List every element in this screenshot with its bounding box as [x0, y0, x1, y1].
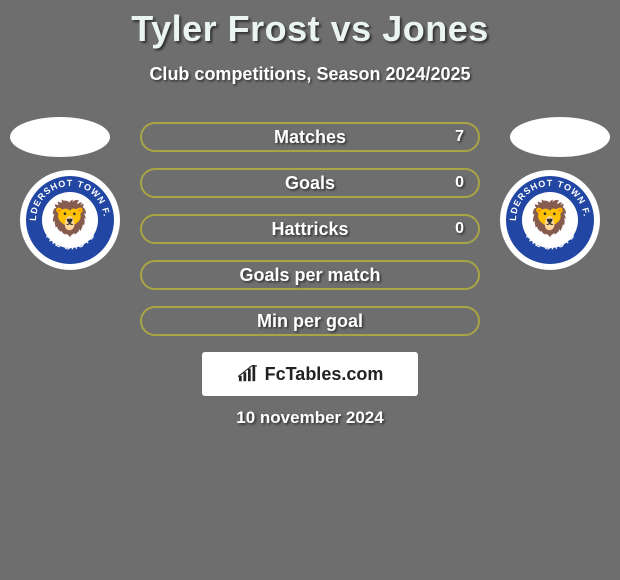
club-badge-left: ALDERSHOT TOWN F.C. THE SHOTS 🦁 [20, 170, 120, 270]
phoenix-icon: 🦁 [49, 202, 91, 236]
brand-box: FcTables.com [202, 352, 418, 396]
stat-row-min-per-goal: Min per goal [140, 306, 480, 336]
stat-value: 0 [455, 220, 464, 238]
stat-label: Goals per match [239, 265, 380, 286]
stat-label: Matches [274, 127, 346, 148]
stats-container: Matches 7 Goals 0 Hattricks 0 Goals per … [140, 122, 480, 352]
page-subtitle: Club competitions, Season 2024/2025 [0, 64, 620, 85]
page-title: Tyler Frost vs Jones [0, 0, 620, 50]
player-photo-left [10, 117, 110, 157]
stat-value: 0 [455, 174, 464, 192]
stat-label: Goals [285, 173, 335, 194]
stat-row-goals: Goals 0 [140, 168, 480, 198]
stat-label: Hattricks [271, 219, 348, 240]
stat-label: Min per goal [257, 311, 363, 332]
stat-row-hattricks: Hattricks 0 [140, 214, 480, 244]
stat-row-matches: Matches 7 [140, 122, 480, 152]
bar-chart-icon [237, 365, 259, 383]
phoenix-icon: 🦁 [529, 202, 571, 236]
stat-value: 7 [455, 128, 464, 146]
date-line: 10 november 2024 [0, 408, 620, 428]
player-photo-right [510, 117, 610, 157]
stat-row-goals-per-match: Goals per match [140, 260, 480, 290]
brand-label: FcTables.com [265, 364, 384, 385]
club-badge-right: ALDERSHOT TOWN F.C. THE SHOTS 🦁 [500, 170, 600, 270]
